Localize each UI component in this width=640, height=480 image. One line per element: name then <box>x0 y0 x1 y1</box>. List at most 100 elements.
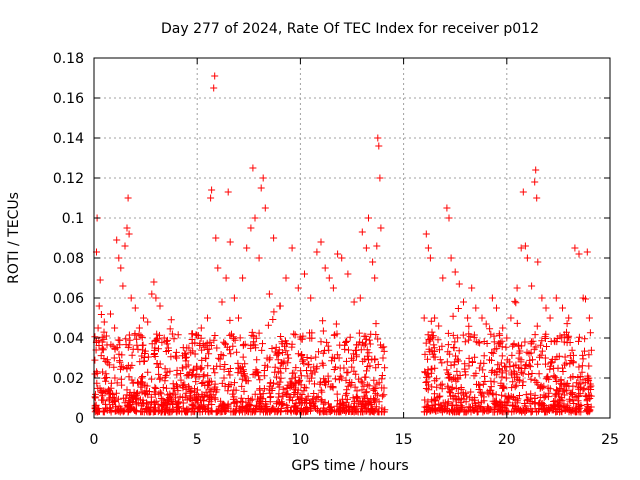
data-point <box>505 393 512 401</box>
data-point <box>282 347 290 355</box>
data-point <box>437 381 445 389</box>
data-point <box>100 335 108 343</box>
data-point <box>491 397 499 405</box>
data-point <box>349 350 357 358</box>
data-point <box>491 369 499 377</box>
data-point <box>283 385 291 392</box>
data-point <box>134 378 141 386</box>
data-point <box>370 376 378 384</box>
data-point <box>356 338 364 346</box>
data-point <box>433 375 441 383</box>
data-point <box>471 353 479 361</box>
data-point <box>181 349 189 357</box>
data-point <box>302 406 309 414</box>
data-point <box>422 339 430 347</box>
data-point <box>529 337 537 345</box>
data-point <box>585 351 593 359</box>
data-point <box>93 369 101 377</box>
data-point <box>424 331 432 339</box>
data-point <box>211 332 219 339</box>
data-point <box>508 351 516 359</box>
data-point <box>366 408 374 416</box>
data-point <box>294 389 302 397</box>
data-point <box>210 84 218 92</box>
data-point <box>527 390 535 398</box>
data-point <box>207 377 215 385</box>
data-point <box>477 388 484 396</box>
data-point <box>497 406 505 414</box>
data-point <box>449 331 457 339</box>
data-point <box>333 351 341 359</box>
data-point <box>130 388 138 396</box>
data-point <box>295 378 303 386</box>
data-point <box>355 399 363 407</box>
data-point <box>363 388 371 396</box>
data-point <box>447 386 455 394</box>
data-point <box>172 394 179 402</box>
data-point <box>241 408 249 416</box>
data-point <box>287 407 295 415</box>
data-point <box>512 381 520 389</box>
data-point <box>552 408 560 416</box>
data-point <box>336 401 344 409</box>
data-point <box>375 398 383 406</box>
data-point <box>509 402 516 410</box>
data-point <box>250 406 258 414</box>
data-point <box>575 363 583 371</box>
data-point <box>443 366 451 374</box>
data-point <box>156 331 163 339</box>
data-point <box>531 178 539 186</box>
data-point <box>351 383 359 391</box>
data-point <box>97 311 105 318</box>
data-point <box>376 174 384 182</box>
data-point <box>375 142 383 150</box>
data-point <box>281 342 288 350</box>
data-points <box>91 72 595 416</box>
data-point <box>155 345 162 353</box>
data-point <box>545 389 553 397</box>
data-point <box>498 373 506 381</box>
data-point <box>342 376 350 384</box>
data-point <box>464 314 472 322</box>
data-point <box>476 381 484 389</box>
data-point <box>362 389 370 397</box>
data-point <box>234 359 242 367</box>
x-tick-label: 5 <box>193 432 202 448</box>
data-point <box>455 357 462 365</box>
data-point <box>297 372 305 380</box>
data-point <box>498 343 506 351</box>
data-point <box>514 341 522 349</box>
data-point <box>220 365 228 373</box>
data-point <box>165 347 172 354</box>
data-point <box>583 401 591 408</box>
y-axis-label: ROTI / TECUs <box>6 192 22 284</box>
data-point <box>472 369 480 377</box>
data-point <box>269 316 277 323</box>
data-point <box>112 403 119 411</box>
data-point <box>212 388 220 396</box>
data-point <box>552 294 560 302</box>
data-point <box>548 355 556 363</box>
data-point <box>444 329 452 337</box>
data-point <box>243 407 250 415</box>
data-point <box>533 408 541 416</box>
data-point <box>356 294 364 302</box>
data-point <box>253 403 261 411</box>
data-point <box>573 379 581 387</box>
y-tick-label: 0.02 <box>53 371 84 387</box>
data-point <box>224 188 232 196</box>
data-point <box>523 348 531 356</box>
data-point <box>239 342 247 350</box>
data-point <box>345 346 352 354</box>
data-point <box>307 367 315 375</box>
data-point <box>105 397 113 405</box>
data-point <box>161 373 169 381</box>
data-point <box>189 366 197 374</box>
data-point <box>224 387 232 395</box>
data-point <box>428 365 436 373</box>
data-point <box>128 398 136 406</box>
data-point <box>167 353 175 361</box>
data-point <box>137 383 145 391</box>
data-point <box>227 350 235 358</box>
data-point <box>152 404 159 412</box>
